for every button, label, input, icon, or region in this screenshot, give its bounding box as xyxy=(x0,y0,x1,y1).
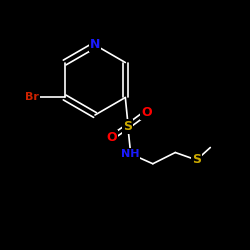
Text: S: S xyxy=(192,154,201,166)
Text: O: O xyxy=(141,106,152,119)
Text: O: O xyxy=(106,131,117,144)
Text: NH: NH xyxy=(121,149,140,159)
Text: N: N xyxy=(90,38,100,52)
Text: Br: Br xyxy=(25,92,39,102)
Text: S: S xyxy=(123,120,132,133)
